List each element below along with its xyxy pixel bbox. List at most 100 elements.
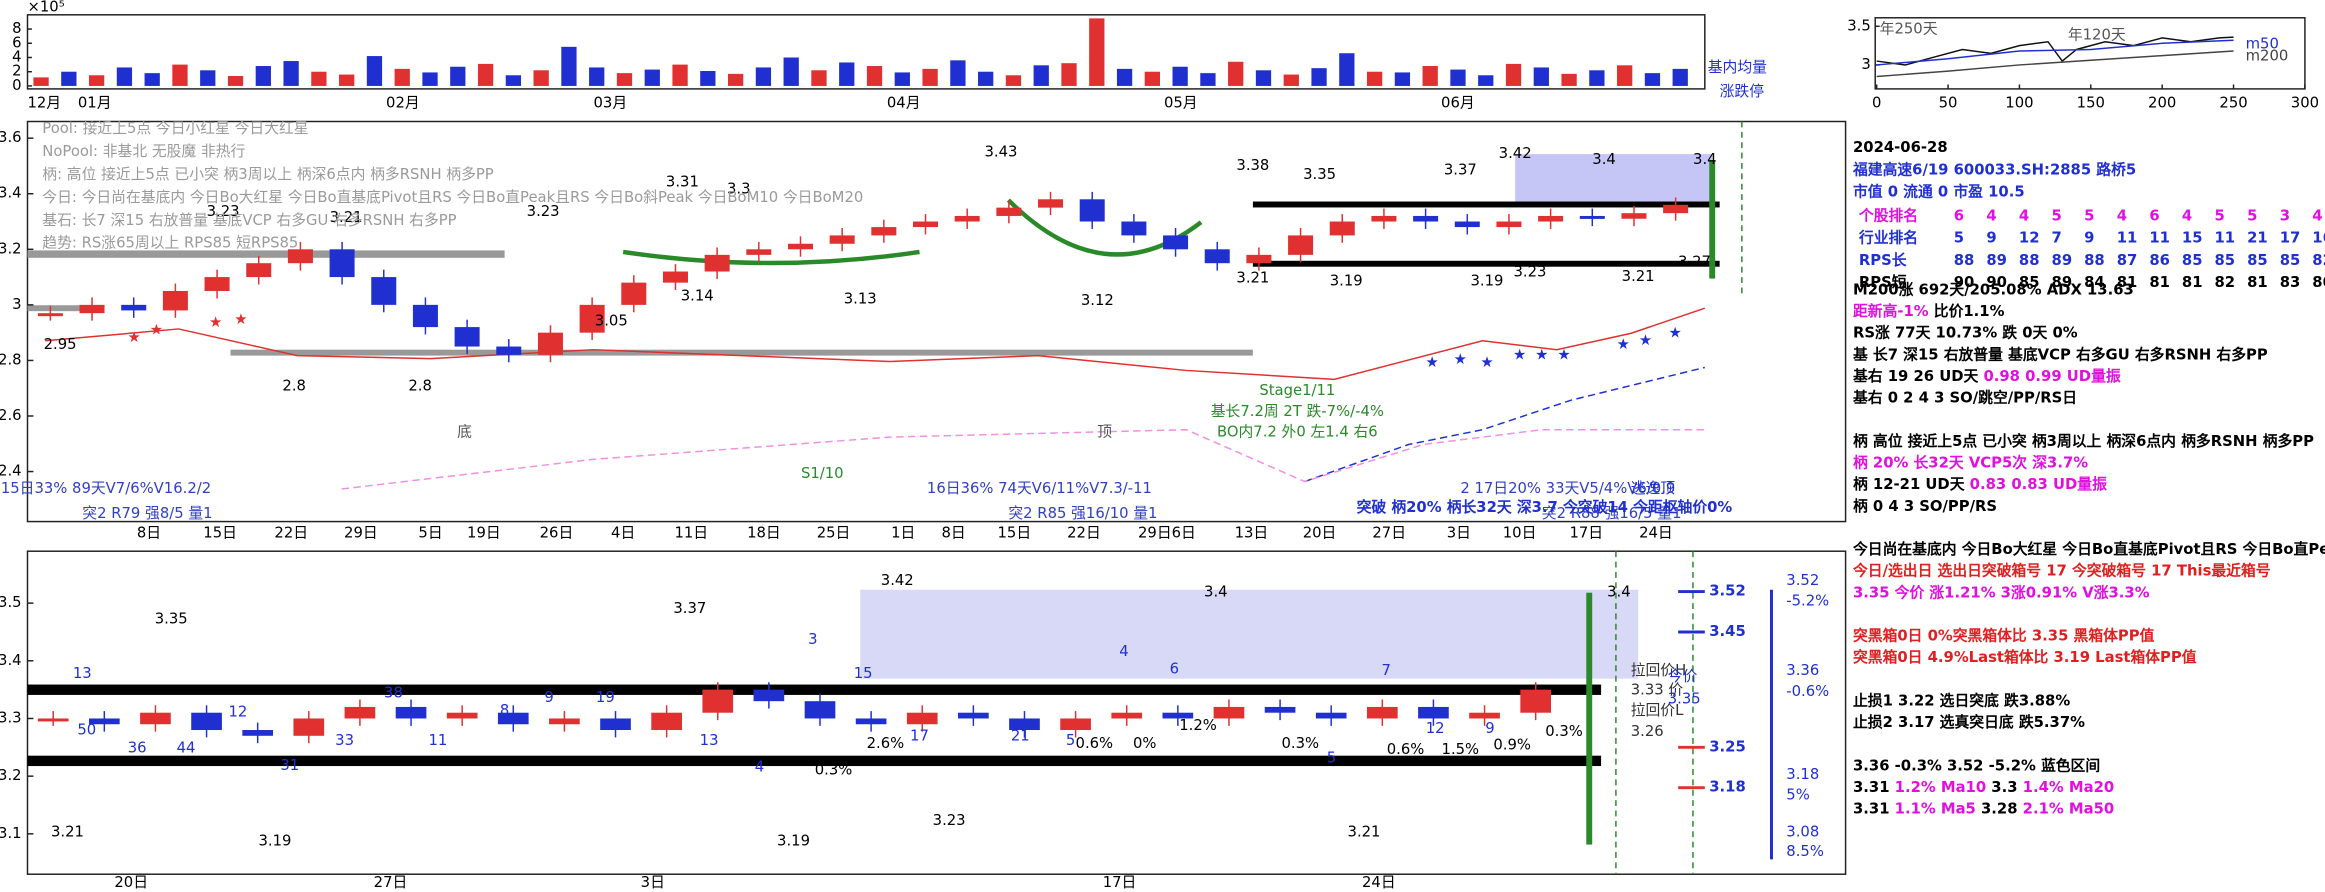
x-tick-label: 27日	[1372, 524, 1406, 541]
rank-value: 88	[1954, 252, 1975, 269]
count-label: 38	[384, 684, 403, 701]
volume-bar	[88, 75, 105, 86]
candle	[1663, 204, 1689, 214]
candle	[1496, 221, 1522, 228]
price-label: 3.21	[1236, 270, 1269, 287]
candle	[1060, 718, 1091, 731]
x-tick-label: 3日	[641, 874, 665, 891]
candle	[1366, 706, 1398, 719]
x-tick-label: 20日	[1303, 524, 1337, 541]
info-part: 柄 12-21 UD天	[1853, 475, 1970, 493]
base-stat: 16日36% 74天V6/11%V7.3/-11	[927, 480, 1152, 497]
y-tick-label: 3.2	[0, 240, 22, 257]
count-label: 4	[755, 759, 764, 776]
box-line	[27, 684, 1602, 695]
box	[860, 589, 1639, 679]
rank-value: 89	[1986, 252, 2007, 269]
base-stat: 15日33% 89天V7/6%V16.2/2	[1, 480, 211, 497]
percent-label: 0.6%	[1387, 741, 1425, 758]
percent-label: 0.3%	[815, 761, 853, 778]
candle	[1371, 215, 1397, 222]
volume-bar	[1061, 63, 1077, 86]
price-label: 3.19	[1471, 273, 1504, 290]
price-label: 3.4	[1693, 151, 1717, 168]
box	[1515, 154, 1713, 208]
count-label: 44	[177, 739, 196, 756]
rank-value: 89	[2052, 252, 2073, 269]
x-tick-label: 25日	[817, 524, 851, 541]
count-label: 21	[1011, 727, 1030, 744]
x-tick-label: 22日	[1067, 524, 1101, 541]
info-part: 今日/选出日 选出日突破箱号 17 今突破箱号 17 This最近箱号	[1852, 562, 2271, 580]
info-part: 距新高-1%	[1853, 302, 1929, 320]
price-label: 3.35	[1303, 166, 1336, 183]
price-label: 3.21	[1348, 824, 1381, 841]
mini-label: 年250天	[1880, 21, 1938, 38]
candle	[412, 304, 438, 328]
x-tick-label: 11日	[674, 524, 708, 541]
star: ★	[150, 321, 163, 338]
candle	[1038, 199, 1064, 208]
month-label: 01月	[78, 95, 112, 112]
info-part: 3.31	[1853, 801, 1895, 818]
rank-value: 4	[1986, 207, 1996, 224]
x-tick-label: 4日	[611, 524, 635, 541]
volume-bar	[811, 70, 827, 86]
volume-bar	[672, 64, 688, 86]
candle	[600, 718, 631, 731]
rs-dash	[1304, 366, 1705, 483]
volume-bar	[1172, 66, 1188, 86]
count-label: 11	[429, 732, 448, 749]
star: ★	[1480, 354, 1493, 371]
candle	[242, 730, 274, 736]
volume-bar	[561, 46, 577, 86]
volume-bar	[283, 61, 299, 86]
rank-value: 81	[2117, 274, 2138, 291]
candle	[549, 718, 580, 725]
rank-value: 85	[2215, 252, 2236, 269]
base-stat: 突2 R79 强8/5 量1	[82, 505, 212, 522]
mark-label: S1/10	[801, 465, 844, 482]
y-tick-label: 3.3	[0, 709, 22, 726]
info-line: 止损2 3.17 选真突日底 跌5.37%	[1853, 713, 2085, 731]
level-label: 3.18	[1709, 779, 1746, 796]
info-part: 3.35 今价 涨1.21% 3涨0.91% V涨3.3%	[1853, 583, 2150, 601]
month-label: 06月	[1441, 95, 1475, 112]
box-line	[27, 755, 1602, 767]
level-label: 3.25	[1709, 738, 1746, 755]
candle	[1454, 221, 1480, 228]
candle	[1621, 213, 1647, 219]
note: 今日: 今日尚在基底内 今日Bo大红星 今日Bo直基底Pivot且RS 今日Bo…	[42, 189, 863, 206]
volume-bar	[1644, 73, 1661, 86]
count-label: 33	[335, 732, 354, 749]
volume-bar	[255, 66, 271, 86]
info-part: 0.83 0.83 UD量振	[1970, 475, 2107, 493]
volume-bar	[783, 57, 799, 86]
box-line	[1252, 201, 1720, 208]
rank-value: 81	[2247, 274, 2268, 291]
candle	[1579, 215, 1605, 219]
price-label: 2.8	[282, 378, 306, 395]
range-label: -0.6%	[1786, 683, 1829, 700]
price-label: 3.12	[1081, 292, 1114, 309]
candle	[1111, 712, 1143, 719]
candle	[804, 701, 836, 719]
volume-bar	[172, 64, 188, 86]
level-label: 3.45	[1709, 623, 1746, 640]
y-tick-label: 2.4	[0, 463, 22, 480]
y-tick-label: 6	[12, 34, 21, 51]
candle	[121, 304, 147, 311]
note: NoPool: 非基北 无股魔 非热行	[42, 143, 245, 160]
rank-value: 12	[2019, 230, 2040, 247]
candle	[1520, 689, 1552, 713]
candle	[88, 718, 120, 725]
base-stat: 2 17日20% 33天V5/4%V6/0.9	[1460, 480, 1675, 497]
rank-value: 4	[2182, 207, 2192, 224]
side-label: 3.33 价	[1631, 681, 1684, 698]
percent-label: 0.6%	[1076, 735, 1114, 752]
candle	[344, 706, 376, 719]
y-tick-label: 2.8	[0, 351, 22, 368]
price-label: 3.37	[1444, 161, 1477, 178]
y-tick-label: 3.2	[0, 767, 22, 784]
